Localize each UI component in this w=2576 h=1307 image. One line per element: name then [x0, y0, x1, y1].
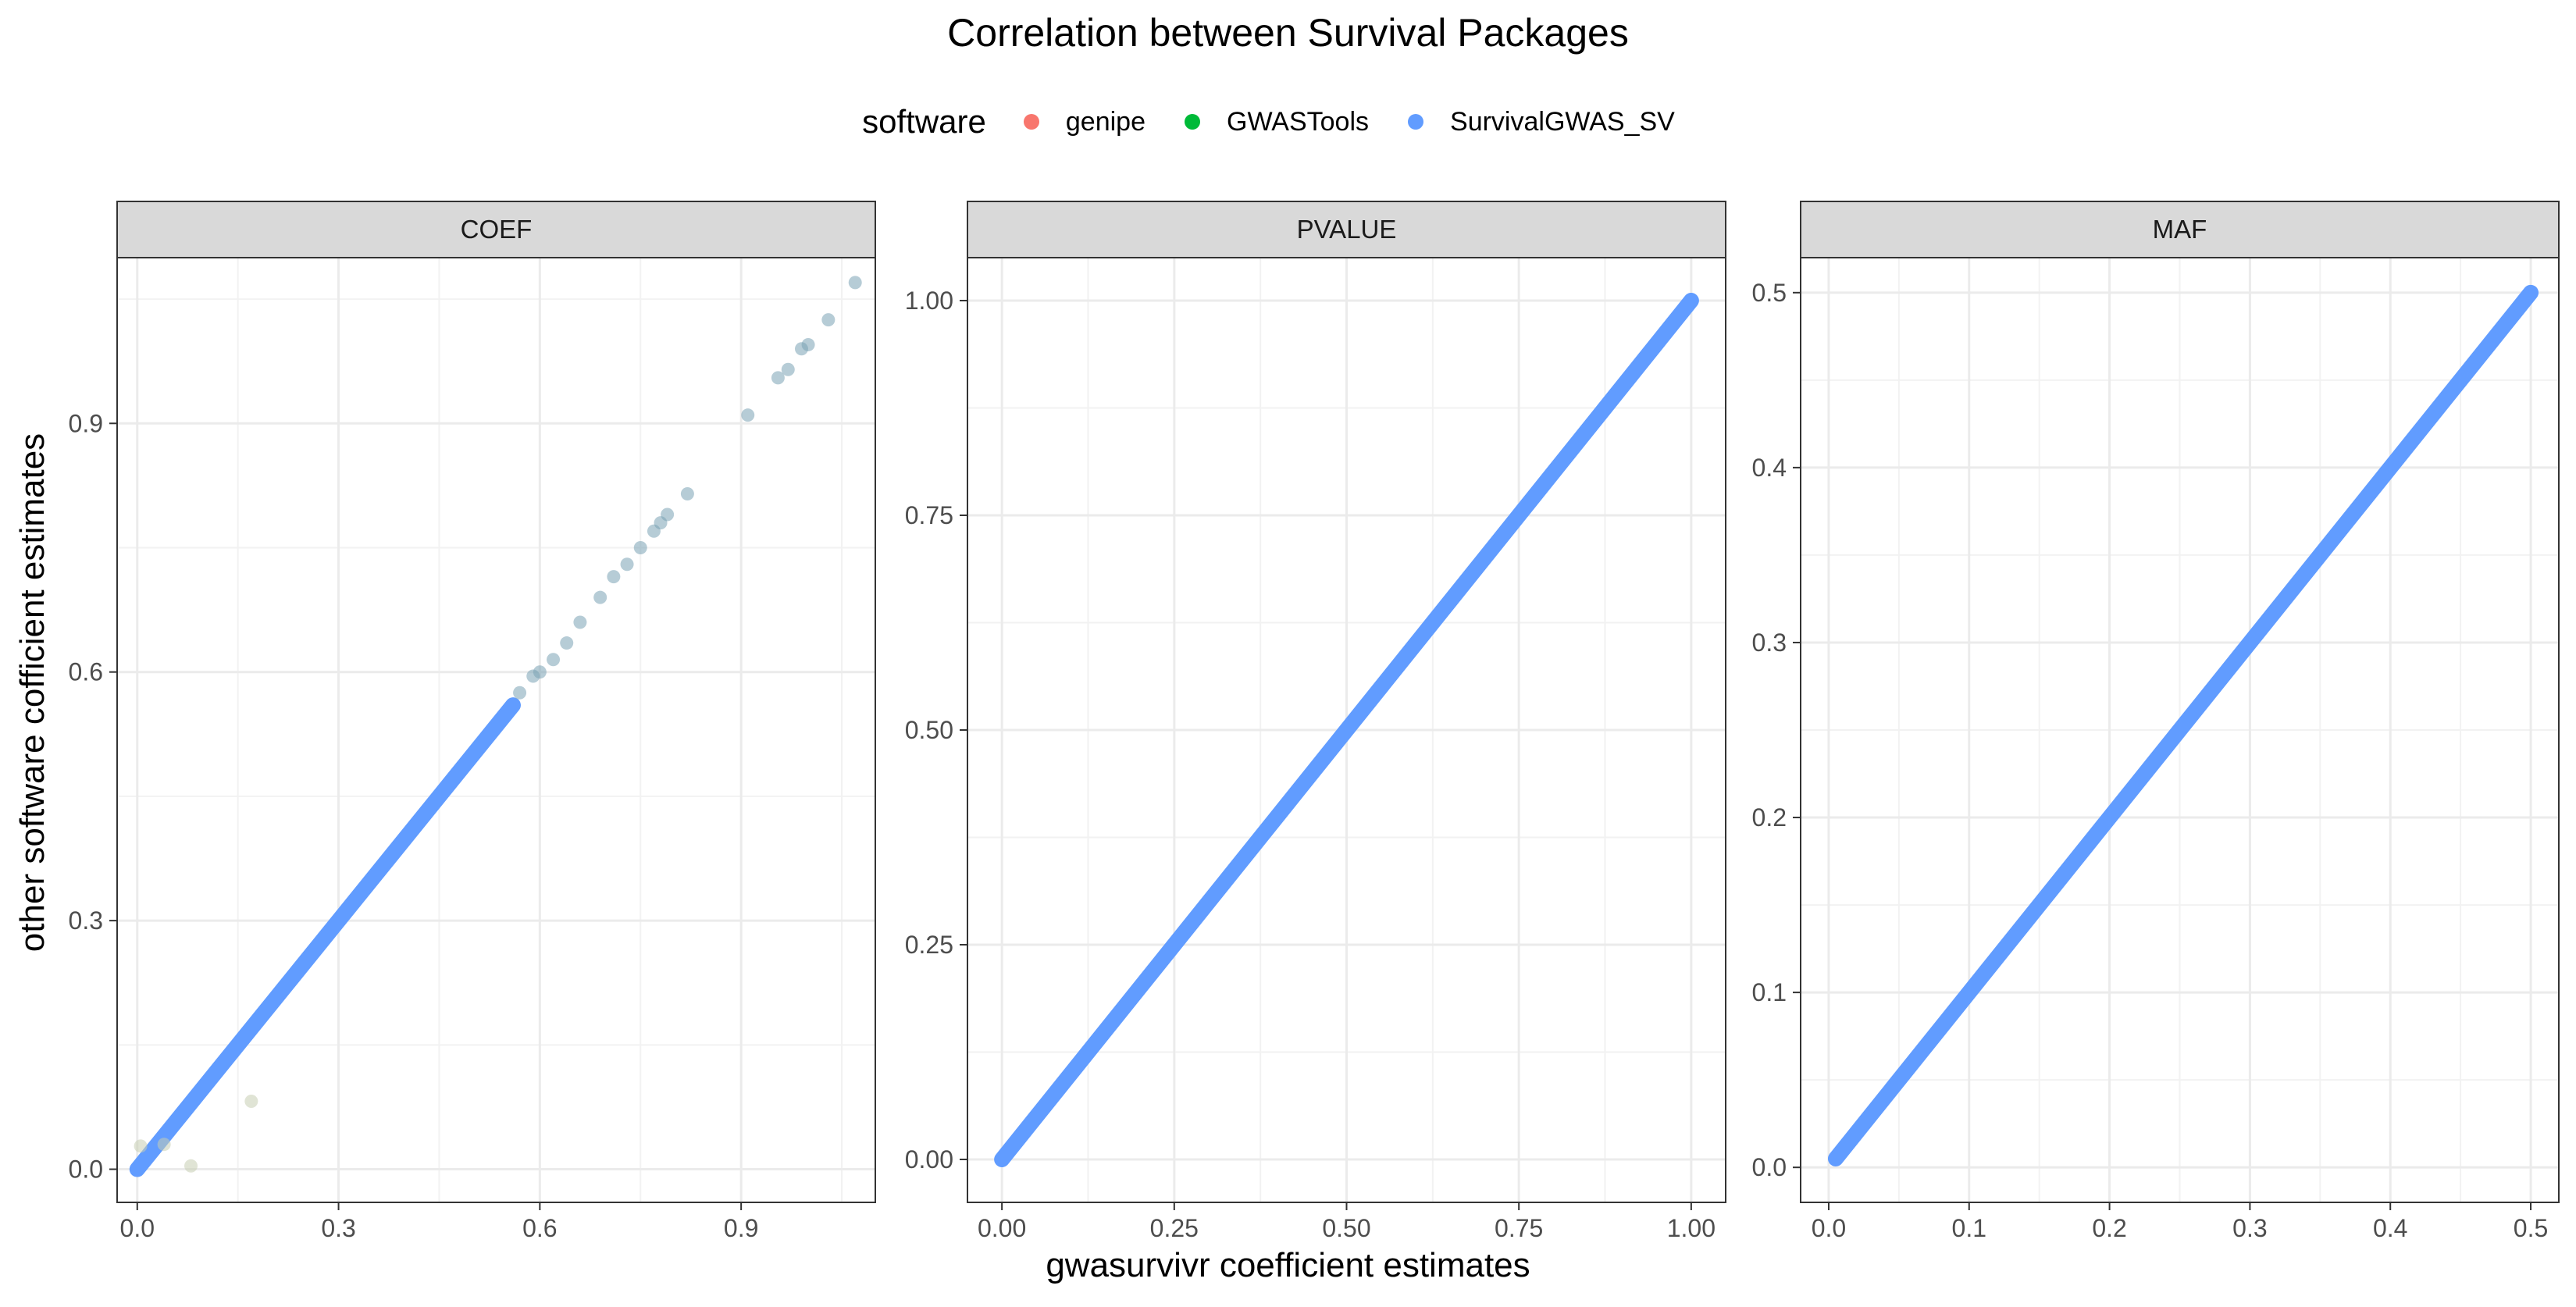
x-tick-label: 0.6 [522, 1214, 557, 1242]
y-tick-label: 0.3 [69, 906, 103, 935]
x-tick-label: 0.25 [1150, 1214, 1199, 1242]
scatter-point [547, 653, 561, 667]
legend-key-survivalgwas-sv [1408, 114, 1424, 130]
scatter-point [781, 362, 795, 376]
scatter-points-dense-maf [1827, 284, 2539, 1166]
legend-item-genipe: genipe [1023, 106, 1145, 137]
y-tick-label: 0.1 [1752, 978, 1787, 1006]
y-tick-label: 0.0 [69, 1156, 103, 1184]
scatter-point [244, 1095, 258, 1109]
y-tick-label: 0.6 [69, 658, 103, 686]
scatter-point [573, 615, 587, 629]
scatter-point [821, 313, 836, 327]
legend-label: genipe [1065, 106, 1145, 137]
facet-label-coef: COEF [461, 215, 533, 244]
x-tick-label: 0.75 [1495, 1214, 1543, 1242]
x-tick-label: 0.2 [2092, 1214, 2126, 1242]
x-tick-label: 1.00 [1667, 1214, 1716, 1242]
x-tick-label: 0.9 [724, 1214, 758, 1242]
y-tick-label: 0.2 [1752, 803, 1787, 832]
y-tick-label: 1.00 [905, 287, 953, 315]
facet-label-pvalue: PVALUE [1297, 215, 1397, 244]
x-tick-label: 0.1 [1952, 1214, 1986, 1242]
scatter-point [801, 337, 815, 351]
y-tick-label: 0.3 [1752, 629, 1787, 657]
x-tick-label: 0.50 [1322, 1214, 1370, 1242]
x-tick-label: 0.4 [2373, 1214, 2407, 1242]
y-tick-label: 0.4 [1752, 454, 1787, 482]
x-tick-label: 0.0 [1812, 1214, 1846, 1242]
x-tick-label: 0.3 [2232, 1214, 2267, 1242]
y-tick-label: 0.0 [1752, 1153, 1787, 1181]
facet-strip-maf [1800, 201, 2560, 258]
scatter-point [620, 557, 634, 572]
y-tick-label: 0.9 [69, 409, 103, 437]
scatter-point [513, 686, 527, 700]
scatter-point [593, 590, 607, 604]
legend-key-genipe [1023, 114, 1039, 130]
legend-label: SurvivalGWAS_SV [1450, 106, 1675, 137]
y-tick-label: 0.25 [905, 931, 953, 959]
legend: software genipe GWASTools SurvivalGWAS_S… [0, 98, 2576, 145]
x-tick-label: 0.00 [978, 1214, 1026, 1242]
scatter-points-dense-pvalue [994, 293, 1699, 1167]
scatter-point [741, 408, 755, 422]
scatter-point [848, 276, 862, 290]
y-tick-label: 0.00 [905, 1145, 953, 1173]
legend-title: software [862, 103, 986, 140]
facet-strip-coef [116, 201, 876, 258]
scatter-point [157, 1138, 171, 1152]
scatter-point [134, 1139, 148, 1153]
y-tick-label: 0.50 [905, 716, 953, 744]
facet-strip-pvalue [967, 201, 1726, 258]
scatter-point [533, 665, 547, 679]
scatter-points-dense-coef [129, 697, 521, 1177]
x-tick-label: 0.0 [120, 1214, 155, 1242]
y-tick-label: 0.5 [1752, 279, 1787, 307]
scatter-point [184, 1159, 198, 1173]
scatter-point [633, 540, 647, 554]
scatter-point [680, 487, 694, 500]
chart-title: Correlation between Survival Packages [947, 11, 1629, 55]
scatter-point [607, 570, 621, 584]
legend-key-gwastools [1185, 114, 1200, 130]
x-tick-label: 0.5 [2514, 1214, 2548, 1242]
x-axis-title: gwasurvivr coefficient estimates [1046, 1246, 1530, 1284]
scatter-point [661, 507, 675, 522]
y-tick-label: 0.75 [905, 501, 953, 529]
x-tick-label: 0.3 [321, 1214, 355, 1242]
legend-label: GWASTools [1227, 106, 1370, 137]
scatter-point [771, 371, 785, 385]
scatter-point [560, 636, 574, 650]
facet-label-maf: MAF [2153, 215, 2207, 244]
legend-item-gwastools: GWASTools [1185, 107, 1369, 137]
legend-item-survivalgwas-sv: SurvivalGWAS_SV [1408, 107, 1675, 137]
